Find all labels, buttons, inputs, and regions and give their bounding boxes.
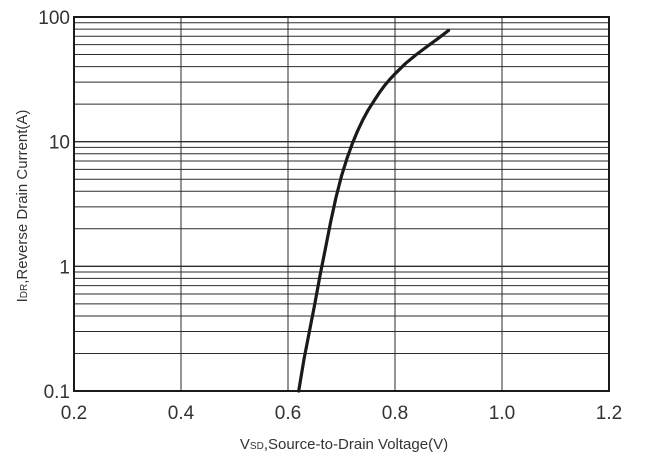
x-tick-label: 0.8	[382, 403, 408, 424]
y-tick-label: 100	[38, 8, 70, 29]
y-tick-label: 0.1	[44, 382, 70, 403]
x-tick-labels: 0.2 0.4 0.6 0.8 1.0 1.2	[61, 403, 622, 424]
plot-frame	[73, 16, 610, 392]
y-axis-title: IDR,Reverse Drain Current(A)	[14, 110, 31, 303]
y-tick-label: 10	[49, 133, 70, 154]
x-tick-label: 0.6	[275, 403, 301, 424]
x-tick-label: 0.4	[168, 403, 195, 424]
x-axis-title: VSD,Source-to-Drain Voltage(V)	[240, 436, 448, 453]
grid	[73, 17, 610, 391]
y-tick-label: 1	[59, 257, 70, 278]
series-line	[297, 28, 451, 393]
x-tick-label: 1.0	[489, 403, 515, 424]
x-tick-label: 0.2	[61, 403, 87, 424]
x-tick-label: 1.2	[596, 403, 622, 424]
series-layer	[297, 28, 451, 393]
y-tick-labels: 0.1 1 10 100	[38, 8, 70, 403]
